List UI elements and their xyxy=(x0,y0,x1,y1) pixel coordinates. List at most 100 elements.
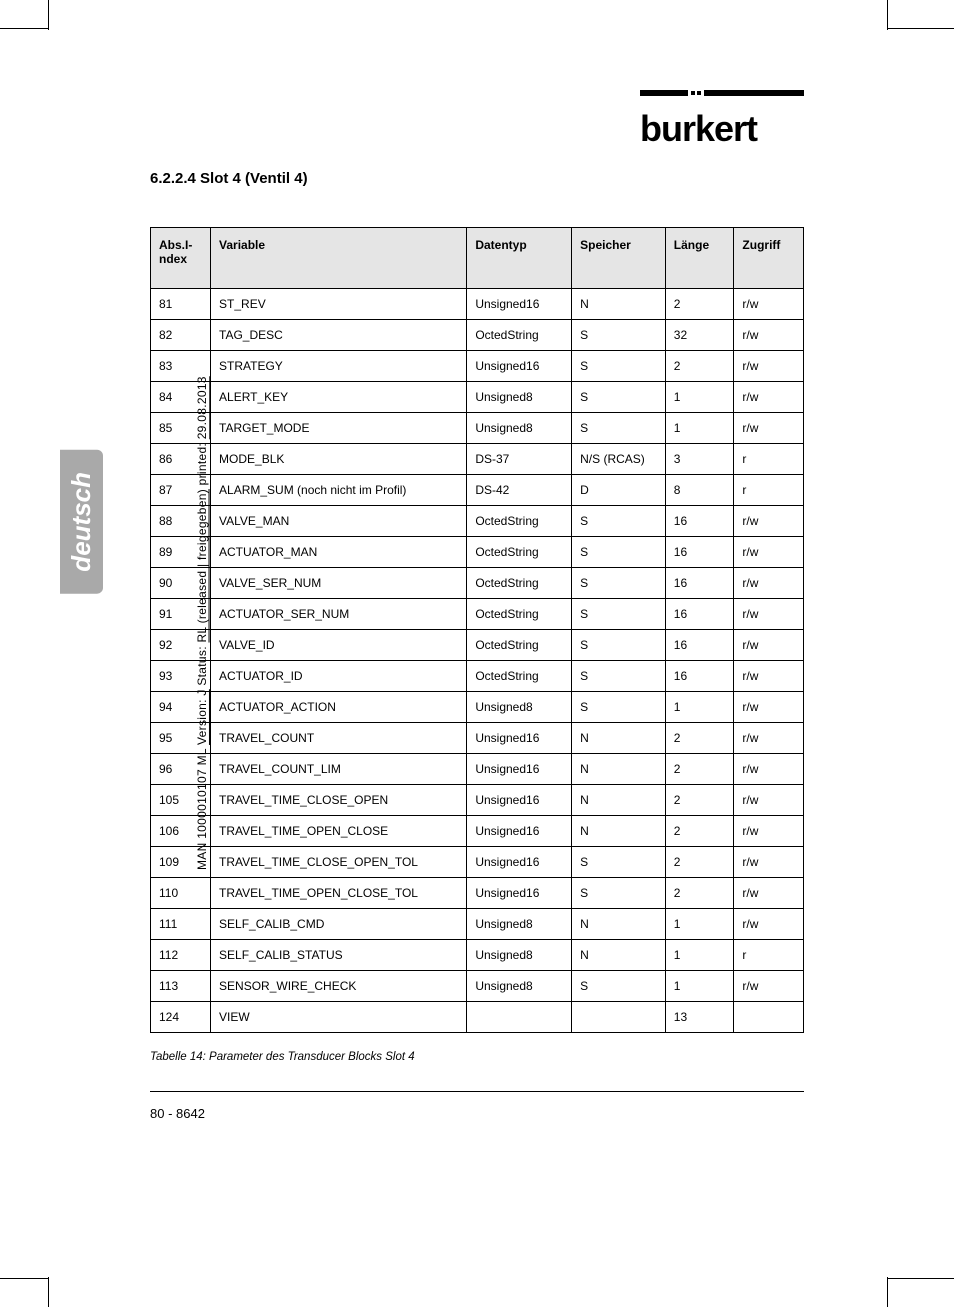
table-row: 81ST_REVUnsigned16N2r/w xyxy=(151,289,804,320)
table-cell: ACTUATOR_ACTION xyxy=(211,692,467,723)
table-cell: 113 xyxy=(151,971,211,1002)
table-row: 90VALVE_SER_NUMOctedStringS16r/w xyxy=(151,568,804,599)
col-header-laenge: Länge xyxy=(665,228,734,289)
table-cell xyxy=(734,1002,804,1033)
table-cell: 90 xyxy=(151,568,211,599)
table-cell: r/w xyxy=(734,506,804,537)
table-cell: 1 xyxy=(665,971,734,1002)
table-cell: 1 xyxy=(665,382,734,413)
table-cell: N xyxy=(572,785,666,816)
table-cell: S xyxy=(572,413,666,444)
col-header-zugriff: Zugriff xyxy=(734,228,804,289)
table-header-row: Abs.I-ndex Variable Datentyp Speicher Lä… xyxy=(151,228,804,289)
table-row: 96TRAVEL_COUNT_LIMUnsigned16N2r/w xyxy=(151,754,804,785)
table-cell: r/w xyxy=(734,909,804,940)
table-cell: 1 xyxy=(665,940,734,971)
table-cell: r/w xyxy=(734,351,804,382)
table-cell: 2 xyxy=(665,351,734,382)
table-cell: 2 xyxy=(665,723,734,754)
table-row: 92VALVE_IDOctedStringS16r/w xyxy=(151,630,804,661)
table-row: 85TARGET_MODEUnsigned8S1r/w xyxy=(151,413,804,444)
table-cell: OctedString xyxy=(467,506,572,537)
footer-rule xyxy=(150,1091,804,1092)
table-cell: 2 xyxy=(665,754,734,785)
table-cell: SELF_CALIB_CMD xyxy=(211,909,467,940)
table-cell: r/w xyxy=(734,692,804,723)
parameter-table: Abs.I-ndex Variable Datentyp Speicher Lä… xyxy=(150,227,804,1033)
table-cell: r/w xyxy=(734,289,804,320)
table-cell: OctedString xyxy=(467,537,572,568)
col-header-index: Abs.I-ndex xyxy=(151,228,211,289)
table-cell: S xyxy=(572,847,666,878)
table-cell: TRAVEL_COUNT_LIM xyxy=(211,754,467,785)
table-cell: r/w xyxy=(734,878,804,909)
table-cell: OctedString xyxy=(467,320,572,351)
table-cell: S xyxy=(572,351,666,382)
table-cell: 32 xyxy=(665,320,734,351)
table-cell: 124 xyxy=(151,1002,211,1033)
table-cell: 2 xyxy=(665,878,734,909)
table-cell: 16 xyxy=(665,506,734,537)
table-cell: 86 xyxy=(151,444,211,475)
crop-mark xyxy=(48,0,49,30)
table-row: 111SELF_CALIB_CMDUnsigned8N1r/w xyxy=(151,909,804,940)
table-row: 84ALERT_KEYUnsigned8S1r/w xyxy=(151,382,804,413)
table-cell: 106 xyxy=(151,816,211,847)
table-cell: r/w xyxy=(734,816,804,847)
table-cell: 84 xyxy=(151,382,211,413)
table-cell: 2 xyxy=(665,289,734,320)
table-cell: VALVE_MAN xyxy=(211,506,467,537)
table-cell: ACTUATOR_MAN xyxy=(211,537,467,568)
table-cell: 109 xyxy=(151,847,211,878)
table-cell: Unsigned16 xyxy=(467,878,572,909)
table-cell: SELF_CALIB_STATUS xyxy=(211,940,467,971)
table-cell: r/w xyxy=(734,413,804,444)
table-cell: TAG_DESC xyxy=(211,320,467,351)
table-cell: ALERT_KEY xyxy=(211,382,467,413)
table-cell: 110 xyxy=(151,878,211,909)
table-cell: OctedString xyxy=(467,661,572,692)
crop-mark xyxy=(0,1278,48,1279)
table-cell: r xyxy=(734,940,804,971)
table-cell: r/w xyxy=(734,382,804,413)
table-cell: 83 xyxy=(151,351,211,382)
table-cell: D xyxy=(572,475,666,506)
table-cell: S xyxy=(572,320,666,351)
table-cell: S xyxy=(572,661,666,692)
table-cell: r/w xyxy=(734,847,804,878)
table-cell: 3 xyxy=(665,444,734,475)
table-cell: N xyxy=(572,754,666,785)
table-cell: 2 xyxy=(665,847,734,878)
table-cell: DS-42 xyxy=(467,475,572,506)
table-cell: 1 xyxy=(665,692,734,723)
table-cell: 16 xyxy=(665,537,734,568)
table-cell: 91 xyxy=(151,599,211,630)
table-cell: Unsigned8 xyxy=(467,940,572,971)
table-cell: r/w xyxy=(734,630,804,661)
table-cell: Unsigned8 xyxy=(467,909,572,940)
table-cell: OctedString xyxy=(467,599,572,630)
table-cell: r xyxy=(734,444,804,475)
table-cell: N xyxy=(572,289,666,320)
table-cell: 92 xyxy=(151,630,211,661)
brand-logo: burkert xyxy=(640,90,804,147)
table-cell: N xyxy=(572,909,666,940)
table-cell: Unsigned16 xyxy=(467,754,572,785)
table-cell: Unsigned16 xyxy=(467,847,572,878)
table-cell: Unsigned8 xyxy=(467,692,572,723)
table-cell: VALVE_SER_NUM xyxy=(211,568,467,599)
table-cell: TARGET_MODE xyxy=(211,413,467,444)
table-cell: 1 xyxy=(665,413,734,444)
table-cell: S xyxy=(572,599,666,630)
table-cell: r/w xyxy=(734,723,804,754)
crop-mark xyxy=(887,1277,888,1307)
table-cell: r/w xyxy=(734,537,804,568)
table-cell: N/S (RCAS) xyxy=(572,444,666,475)
table-cell: Unsigned16 xyxy=(467,289,572,320)
table-row: 82TAG_DESCOctedStringS32r/w xyxy=(151,320,804,351)
table-cell: 2 xyxy=(665,816,734,847)
table-cell: 13 xyxy=(665,1002,734,1033)
table-cell: OctedString xyxy=(467,568,572,599)
col-header-datentyp: Datentyp xyxy=(467,228,572,289)
table-cell: Unsigned16 xyxy=(467,816,572,847)
